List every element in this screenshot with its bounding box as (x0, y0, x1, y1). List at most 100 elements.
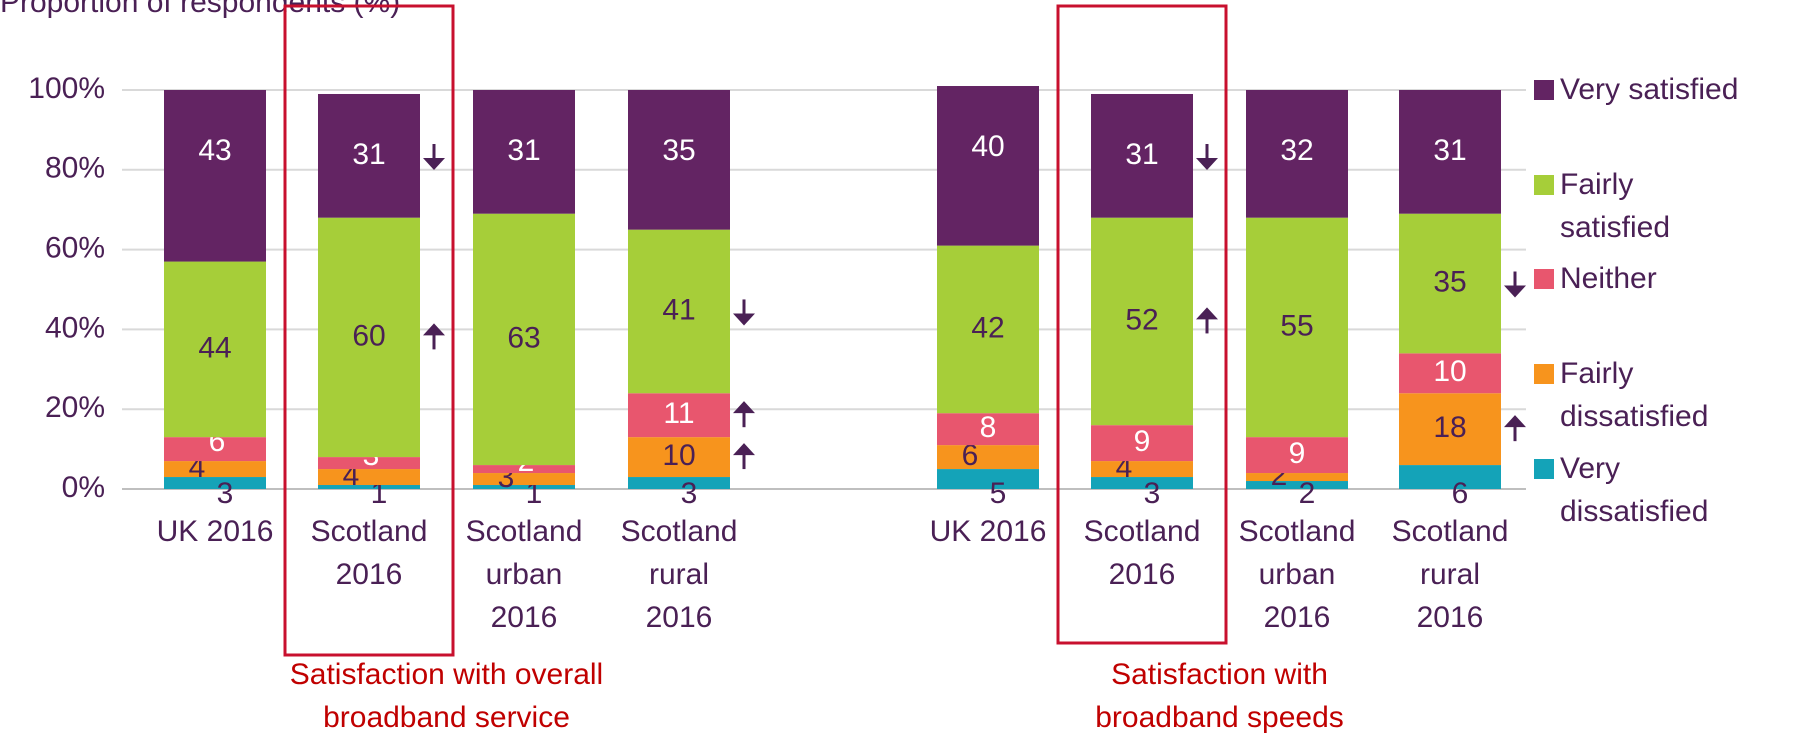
bar-segment (937, 413, 1039, 446)
value-label: 31 (1433, 134, 1466, 167)
value-label: 60 (352, 319, 385, 352)
bar-segment (473, 90, 575, 214)
value-label: 35 (1433, 265, 1466, 298)
legend-label: Fairly satisfied (1560, 168, 1670, 244)
bar-segment (628, 437, 730, 478)
bar-segment (1091, 477, 1193, 489)
x-tick-label: Scotland 2016 (1084, 515, 1201, 591)
value-label: 40 (971, 130, 1004, 163)
y-tick-label: 20% (45, 391, 105, 424)
value-label: 11 (663, 397, 694, 430)
group-label: Satisfaction with broadband speeds (1095, 658, 1344, 734)
y-tick-label: 100% (28, 72, 105, 105)
bar-segment (318, 457, 420, 470)
y-tick-label: 0% (62, 471, 105, 504)
value-label: 32 (1280, 134, 1313, 167)
value-label: 41 (662, 293, 695, 326)
bar-segment (628, 90, 730, 230)
bar-segment (318, 485, 420, 489)
arrow-head (733, 401, 755, 414)
bar-segment (473, 485, 575, 489)
change-arrow (1196, 307, 1218, 334)
bar-segment (628, 393, 730, 438)
value-label: 9 (1289, 437, 1306, 470)
bar-segment (937, 469, 1039, 489)
bar-segment (164, 437, 266, 462)
bar-segment (937, 86, 1039, 246)
bar-segment (628, 229, 730, 394)
change-arrow (1504, 271, 1526, 298)
value-label: 43 (198, 134, 231, 167)
change-arrow (733, 443, 755, 470)
value-label: 31 (507, 134, 540, 167)
y-axis-label: Proportion of respondents (%) (0, 0, 400, 19)
bar-segment (473, 465, 575, 474)
x-tick-label: UK 2016 (157, 515, 274, 548)
value-label: 10 (662, 439, 695, 472)
bar-segment (1399, 465, 1501, 489)
bar-segment (1246, 217, 1348, 438)
value-label: 1 (371, 477, 388, 510)
legend-label: Very dissatisfied (1560, 452, 1708, 528)
value-label: 6 (962, 439, 979, 472)
bar-segment (1246, 481, 1348, 489)
x-tick-label: Scotland urban 2016 (466, 515, 583, 634)
value-label: 3 (1144, 477, 1161, 510)
value-label: 55 (1280, 309, 1313, 342)
legend-swatch (1534, 269, 1554, 289)
bar-segment (318, 469, 420, 486)
bar-segment (1399, 393, 1501, 466)
bar-segment (318, 93, 420, 218)
x-tick-label: Scotland urban 2016 (1239, 515, 1356, 634)
bar-segment (937, 445, 1039, 470)
value-label: 52 (1125, 303, 1158, 336)
value-label: 8 (980, 411, 997, 444)
legend-swatch (1534, 80, 1554, 100)
arrow-head (1196, 307, 1218, 320)
legend-label: Very satisfied (1560, 73, 1738, 106)
bar-segment (1399, 90, 1501, 214)
x-tick-label: UK 2016 (930, 515, 1047, 548)
value-label: 2 (1299, 477, 1316, 510)
legend-swatch (1534, 459, 1554, 479)
group-label: Satisfaction with overall broadband servi… (290, 658, 603, 734)
legend-label: Fairly dissatisfied (1560, 357, 1708, 433)
x-tick-label: Scotland rural 2016 (1392, 515, 1509, 634)
bar-segment (1399, 213, 1501, 354)
x-tick-label: Scotland 2016 (311, 515, 428, 591)
value-label: 44 (198, 331, 231, 364)
value-label: 18 (1433, 411, 1466, 444)
highlight-box (283, 4, 455, 657)
change-arrow (1504, 415, 1526, 442)
value-label: 10 (1433, 355, 1466, 388)
highlight-box (1056, 4, 1228, 645)
arrow-head (423, 323, 445, 336)
y-tick-label: 80% (45, 152, 105, 185)
bar-segment (1399, 353, 1501, 394)
value-label: 31 (352, 138, 385, 171)
bar-segment (164, 261, 266, 438)
legend-swatch (1534, 364, 1554, 384)
change-arrow (423, 143, 445, 170)
value-label: 5 (990, 477, 1007, 510)
value-label: 42 (971, 311, 1004, 344)
arrow-head (1196, 157, 1218, 170)
bar-segment (473, 473, 575, 486)
bar-segment (1246, 90, 1348, 218)
change-arrow (733, 299, 755, 326)
value-label: 1 (526, 477, 543, 510)
legend-swatch (1534, 175, 1554, 195)
value-label: 3 (217, 477, 234, 510)
y-tick-label: 60% (45, 232, 105, 265)
value-label: 6 (1452, 477, 1469, 510)
bar-segment (1091, 217, 1193, 426)
y-tick-label: 40% (45, 311, 105, 344)
arrow-head (1504, 415, 1526, 428)
bar-segment (318, 217, 420, 458)
bar-segment (1246, 437, 1348, 474)
bar-segment (937, 245, 1039, 414)
change-arrow (423, 323, 445, 350)
bar-segment (164, 477, 266, 489)
arrow-head (733, 443, 755, 456)
arrow-head (733, 313, 755, 326)
